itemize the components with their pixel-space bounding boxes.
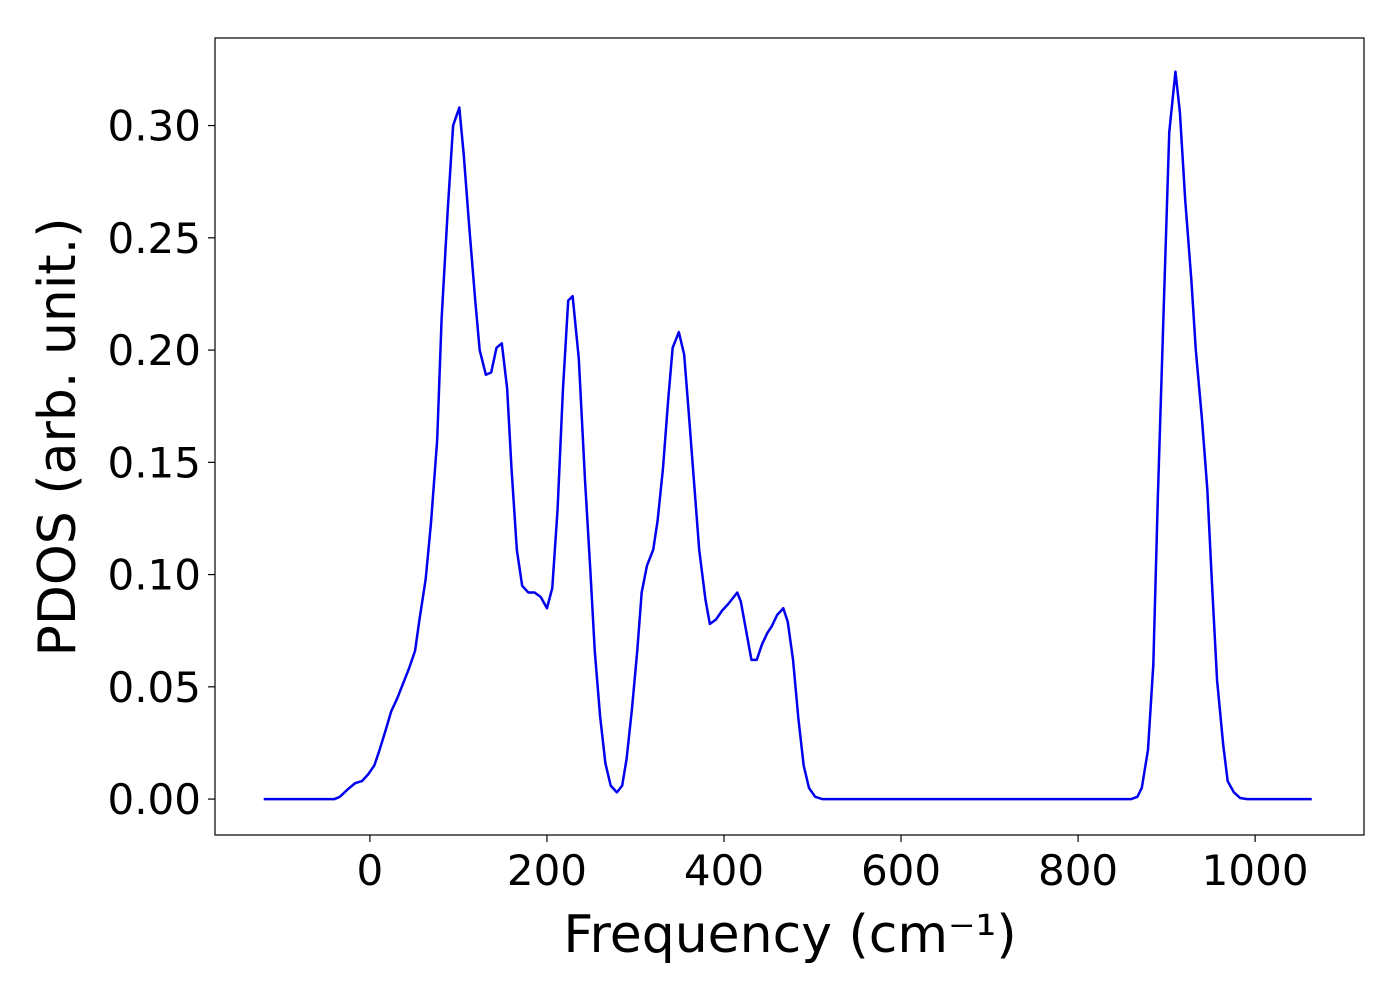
x-tick-label: 1000 [1202, 846, 1309, 895]
y-tick-label: 0.15 [107, 438, 201, 487]
plot-frame [214, 37, 1365, 836]
x-axis-label: Frequency (cm⁻¹) [563, 905, 1016, 965]
x-tick-label: 200 [507, 846, 587, 895]
y-tick-label: 0.05 [107, 663, 201, 712]
data-line [263, 70, 1312, 801]
x-tick-label: 600 [861, 846, 941, 895]
y-tick-label: 0.10 [107, 551, 201, 600]
y-tick-label: 0.30 [107, 102, 201, 151]
x-tick-label: 0 [357, 846, 384, 895]
x-tick-label: 800 [1038, 846, 1118, 895]
y-axis-label: PDOS (arb. unit.) [28, 217, 88, 656]
x-tick-label: 400 [684, 846, 764, 895]
y-tick-label: 0.00 [107, 775, 201, 824]
y-tick-label: 0.25 [107, 214, 201, 263]
y-tick-label: 0.20 [107, 326, 201, 375]
